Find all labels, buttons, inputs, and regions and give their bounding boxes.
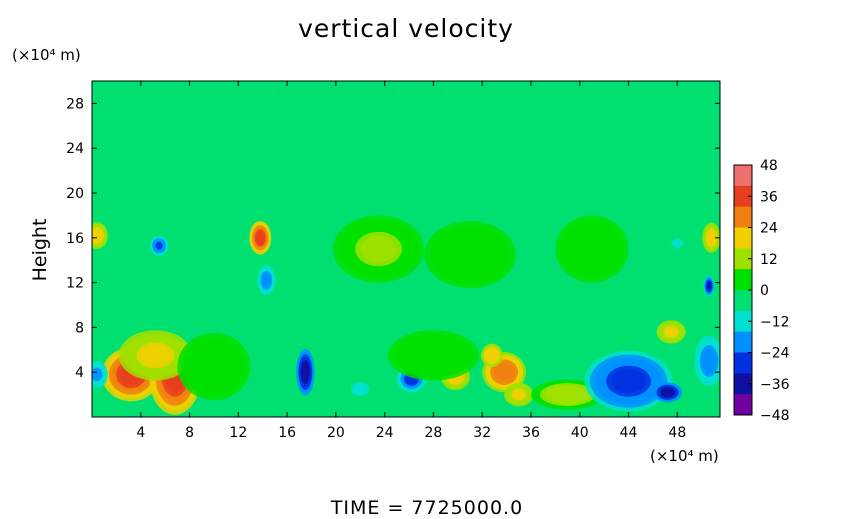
colorbar-swatch	[734, 310, 752, 333]
y-tick-label: 8	[75, 320, 84, 336]
heatmap-cell-14	[504, 382, 534, 407]
plot-area	[92, 81, 720, 417]
colorbar-tick-label: 24	[760, 221, 778, 237]
colorbar-swatch	[734, 185, 752, 208]
x-tick-label: 32	[473, 425, 491, 441]
y-tick-label: 28	[66, 96, 84, 112]
heatmap-cell-13	[480, 343, 503, 368]
colorbar-swatch	[734, 352, 752, 374]
x-axis-unit: (×10⁴ m)	[650, 447, 719, 465]
colorbar-swatch	[734, 394, 752, 416]
heatmap-cell-15	[530, 379, 605, 410]
heatmap-cell-3	[249, 221, 272, 255]
colorbar-tick-label: 48	[760, 158, 778, 174]
heatmap-cell-26	[177, 333, 251, 401]
x-tick-label: 8	[185, 425, 194, 441]
heatmap-cell-22	[332, 215, 425, 283]
colorbar-tick-label: −48	[760, 408, 790, 424]
heatmap-features	[92, 215, 720, 415]
heatmap-cell-8	[92, 361, 108, 388]
colorbar-swatch	[734, 227, 752, 249]
y-tick-label: 24	[66, 141, 84, 157]
heatmap-cell-27	[387, 330, 480, 381]
x-tick-label: 36	[522, 425, 540, 441]
heatmap-cell-19	[656, 320, 686, 344]
heatmap-cell-4	[257, 265, 276, 296]
x-tick-label: 24	[376, 425, 394, 441]
x-tick-label: 44	[620, 425, 638, 441]
colorbar-swatch	[734, 331, 752, 353]
y-tick-label: 16	[66, 231, 84, 247]
heatmap-cell-2	[118, 330, 192, 381]
y-axis-unit: (×10⁴ m)	[12, 46, 81, 64]
heatmap-cell-17	[652, 382, 683, 403]
time-label: TIME	[330, 497, 381, 519]
y-tick-label: 20	[66, 186, 84, 202]
heatmap-cell-23	[424, 221, 516, 289]
x-tick-label: 48	[668, 425, 686, 441]
heatmap-cell-24	[555, 215, 629, 283]
heatmap-cell-21	[703, 275, 715, 297]
heatmap-cell-10	[341, 375, 379, 403]
x-tick-label: 40	[571, 425, 589, 441]
colorbar-swatch	[734, 269, 752, 291]
colorbar-tick-label: 36	[760, 189, 778, 205]
heatmap-cell-6	[149, 235, 169, 256]
colorbar-tick-label: −36	[760, 377, 790, 393]
colorbar: 48 36 24 12 0 −12 −24 −36 −48	[733, 158, 790, 424]
heatmap-cell-7	[92, 222, 108, 249]
colorbar-tick-label: −12	[760, 314, 790, 330]
x-tick-label: 16	[278, 425, 296, 441]
y-tick-label: 12	[66, 276, 84, 292]
colorbar-swatch	[734, 248, 752, 270]
colorbar-tick-label: −24	[760, 346, 790, 362]
colorbar-swatch	[734, 373, 752, 395]
heatmap-cell-16	[584, 350, 673, 412]
heatmap-cell-20	[702, 222, 720, 253]
time-value: 7725000.0	[411, 497, 524, 519]
plot-frame	[91, 80, 721, 418]
x-tick-label: 4	[136, 425, 145, 441]
colorbar-tick-label: 0	[760, 283, 769, 299]
colorbar-swatch	[734, 165, 752, 187]
x-tick-label: 20	[327, 425, 345, 441]
time-equals: =	[380, 497, 412, 519]
x-tick-label: 28	[425, 425, 443, 441]
y-tick-label: 4	[75, 365, 84, 381]
colorbar-swatch	[734, 206, 752, 228]
chart-title: vertical velocity	[298, 14, 514, 43]
x-tick-label: 12	[229, 425, 247, 441]
colorbar-swatch	[734, 290, 752, 312]
heatmap-cell-25	[666, 233, 689, 254]
time-readout: TIME = 7725000.0	[0, 497, 854, 519]
heatmap-cell-18	[694, 335, 720, 387]
heatmap-cell-5	[296, 348, 315, 396]
colorbar-tick-label: 12	[760, 252, 778, 268]
